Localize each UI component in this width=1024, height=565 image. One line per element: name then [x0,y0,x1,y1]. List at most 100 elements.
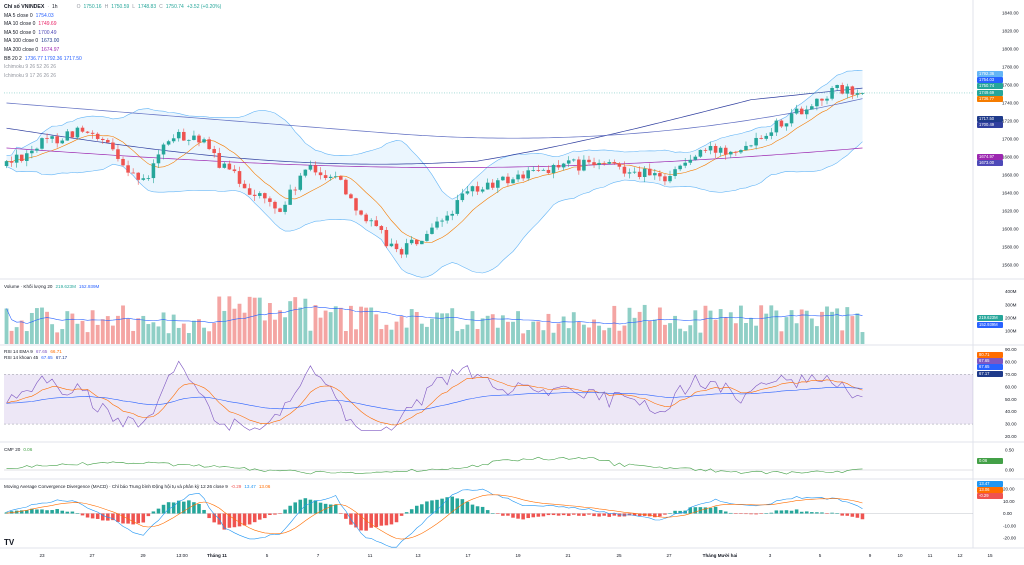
indicator-row[interactable]: BB 20 2 1736.77 1792.36 1717.50 [4,55,221,64]
candle-up [653,173,657,176]
indicator-label: MA 50 close 0 [4,29,36,36]
volume-legend[interactable]: Volume · Khối lượng 20 219.623M 152.939M [4,284,99,289]
volume-bar-down [126,318,131,344]
time-axis-label: 25 [616,553,622,558]
candle-up [425,233,429,241]
symbol-row[interactable]: Chỉ số VNINDEX · 1h O 1750.16 H 1750.59 … [4,4,222,10]
indicator-row[interactable]: MA 5 close 0 1754.03 [4,12,221,21]
price-tick-label: 1840.00 [1002,11,1019,16]
volume-bar-down [637,311,642,344]
candle-up [288,189,292,205]
volume-bar-down [181,323,186,344]
macd-value-2: 13.47 [244,484,256,489]
candle-up [729,151,733,155]
volume-bar-up [14,327,19,344]
cmf-legend[interactable]: CMF 20 0.06 [4,447,32,452]
candle-down [349,194,353,199]
price-tick-label: 1580.00 [1002,245,1019,250]
tradingview-logo[interactable]: TV [4,538,15,547]
cmf-label: CMF 20 [4,447,21,452]
indicator-row[interactable]: Ichimoku 9 26 52 26 26 [4,63,221,72]
volume-bar-down [490,314,495,344]
volume-bar-up [485,315,490,344]
indicator-row[interactable]: MA 200 close 0 1674.97 [4,46,221,55]
volume-bar-down [262,320,267,344]
volume-bar-down [399,316,404,344]
macd-hist-down [739,513,743,514]
macd-hist-up [420,504,424,514]
candle-up [460,193,465,201]
volume-bar-down [414,311,419,344]
candle-down [323,175,328,178]
indicator-row[interactable]: MA 100 close 0 1673.00 [4,37,221,46]
volume-bar-down [232,308,237,344]
candle-up [298,175,303,190]
cmf-value: 0.06 [23,447,33,452]
macd-hist-up [475,506,480,514]
price-axis-tag: 1674.97 [977,154,1003,160]
volume-bar-up [754,325,759,344]
price-tick-label: 1640.00 [1002,191,1019,196]
symbol-name[interactable]: Chỉ số VNINDEX [4,4,45,10]
macd-hist-up [318,502,323,514]
candle-up [435,221,439,228]
volume-bar-up [683,331,688,344]
macd-signal-line [6,494,863,540]
macd-hist-down [516,513,520,519]
volume-bar-up [500,315,505,344]
volume-bar-down [45,311,49,344]
candle-down [55,136,59,144]
volume-bar-up [257,297,262,344]
macd-hist-down [526,513,530,519]
macd-hist-up [35,509,39,514]
candle-down [637,171,642,177]
candle-down [592,162,596,165]
macd-hist-down [364,513,368,531]
volume-bar-down [394,321,399,344]
indicator-row[interactable]: Ichimoku 9 17 26 26 26 [4,72,221,81]
indicator-row[interactable]: MA 50 close 0 1700.49 [4,29,221,38]
macd-hist-up [192,502,196,514]
volume-bar-up [764,313,769,344]
macd-hist-down [744,513,748,515]
candle-down [384,229,389,247]
time-axis-label: 15 [987,553,993,558]
macd-hist-up [176,500,181,514]
macd-hist-down [339,513,343,514]
macd-hist-up [440,498,444,514]
macd-hist-up [187,500,191,514]
candle-up [607,162,612,164]
volume-bar-down [242,312,247,344]
candle-down [273,201,277,209]
volume-bar-down [576,321,581,344]
rsi-legend[interactable]: RSI 14 EMA 9 67.65 66.71 RSI 14 khoan 45… [4,349,67,360]
macd-legend[interactable]: Moving Average Convergence Divergence (M… [4,484,270,489]
indicator-value: 1736.77 1792.36 1717.50 [24,55,82,62]
volume-bar-up [202,327,206,344]
volume-bar-up [561,316,566,344]
volume-bar-up [460,329,465,344]
candle-down [9,161,14,163]
indicator-row[interactable]: MA 10 close 0 1749.69 [4,20,221,29]
candle-up [673,169,677,177]
volume-bar-up [369,307,374,344]
candle-down [136,172,140,180]
time-axis-label: 7 [317,553,320,558]
candle-up [784,123,789,127]
price-tick-label: 1720.00 [1002,119,1019,124]
volume-bar-up [708,310,713,344]
rsi-tick-label: 90.00 [1005,347,1017,352]
candle-down [364,214,368,222]
macd-hist-down [374,513,379,528]
macd-tick-label: 10.00 [1003,499,1015,504]
ma-200-line [6,147,863,168]
candle-down [354,198,358,211]
volume-bar-down [612,305,617,344]
volume-bar-down [820,311,824,344]
volume-bar-down [318,317,323,344]
volume-bar-up [424,326,429,344]
price-axis-tag: 1717.50 [977,116,1003,122]
time-axis-label: 13 [415,553,421,558]
symbol-interval[interactable]: 1h [52,4,58,10]
